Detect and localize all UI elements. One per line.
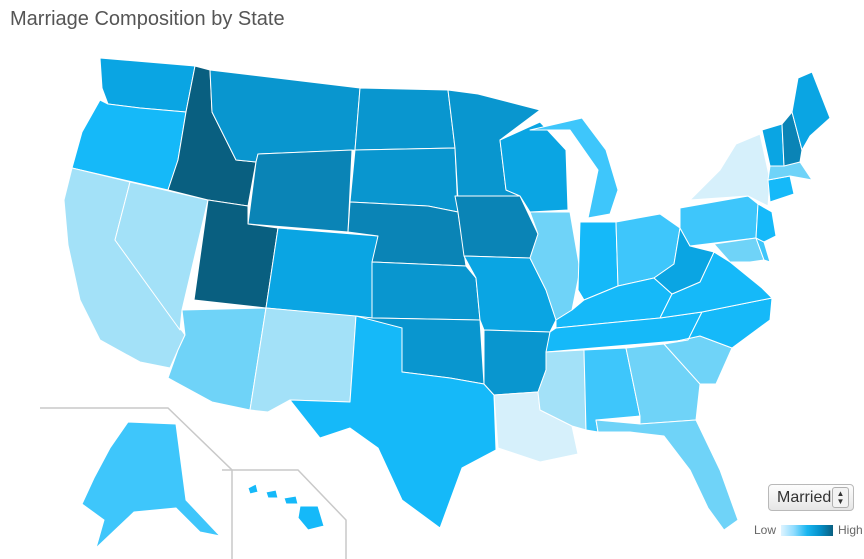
alaska-inset-border bbox=[40, 407, 233, 559]
state-me[interactable] bbox=[791, 71, 831, 151]
state-ak[interactable] bbox=[81, 421, 221, 549]
page-title: Marriage Composition by State bbox=[10, 8, 285, 30]
state-co[interactable] bbox=[265, 227, 379, 319]
state-md[interactable] bbox=[713, 237, 765, 263]
state-ct[interactable] bbox=[767, 175, 795, 203]
state-nj[interactable] bbox=[755, 203, 777, 243]
state-mt[interactable] bbox=[209, 69, 361, 163]
state-az[interactable] bbox=[167, 307, 267, 411]
legend-low-label: Low bbox=[754, 523, 777, 537]
state-wv[interactable] bbox=[653, 227, 715, 295]
state-ks[interactable] bbox=[371, 261, 481, 321]
state-nh[interactable] bbox=[781, 111, 803, 167]
state-mi[interactable] bbox=[529, 117, 619, 219]
legend-high-label: High bbox=[838, 523, 863, 537]
legend-gradient-bar bbox=[781, 524, 834, 536]
state-wy[interactable] bbox=[247, 149, 353, 233]
state-wa[interactable] bbox=[99, 57, 196, 113]
state-pa[interactable] bbox=[679, 195, 759, 247]
hawaii-inset-border bbox=[222, 469, 347, 559]
measure-select[interactable]: Married ▲ ▼ bbox=[768, 484, 854, 511]
measure-select-value: Married bbox=[777, 488, 832, 506]
state-tx[interactable] bbox=[289, 315, 497, 529]
color-legend: Low High bbox=[754, 522, 863, 538]
state-nd[interactable] bbox=[354, 87, 456, 151]
state-hi[interactable] bbox=[247, 483, 325, 531]
state-nm[interactable] bbox=[249, 307, 357, 413]
up-down-arrows-icon: ▲ ▼ bbox=[832, 487, 849, 508]
state-fl[interactable] bbox=[595, 419, 739, 531]
state-ny[interactable] bbox=[689, 133, 771, 207]
